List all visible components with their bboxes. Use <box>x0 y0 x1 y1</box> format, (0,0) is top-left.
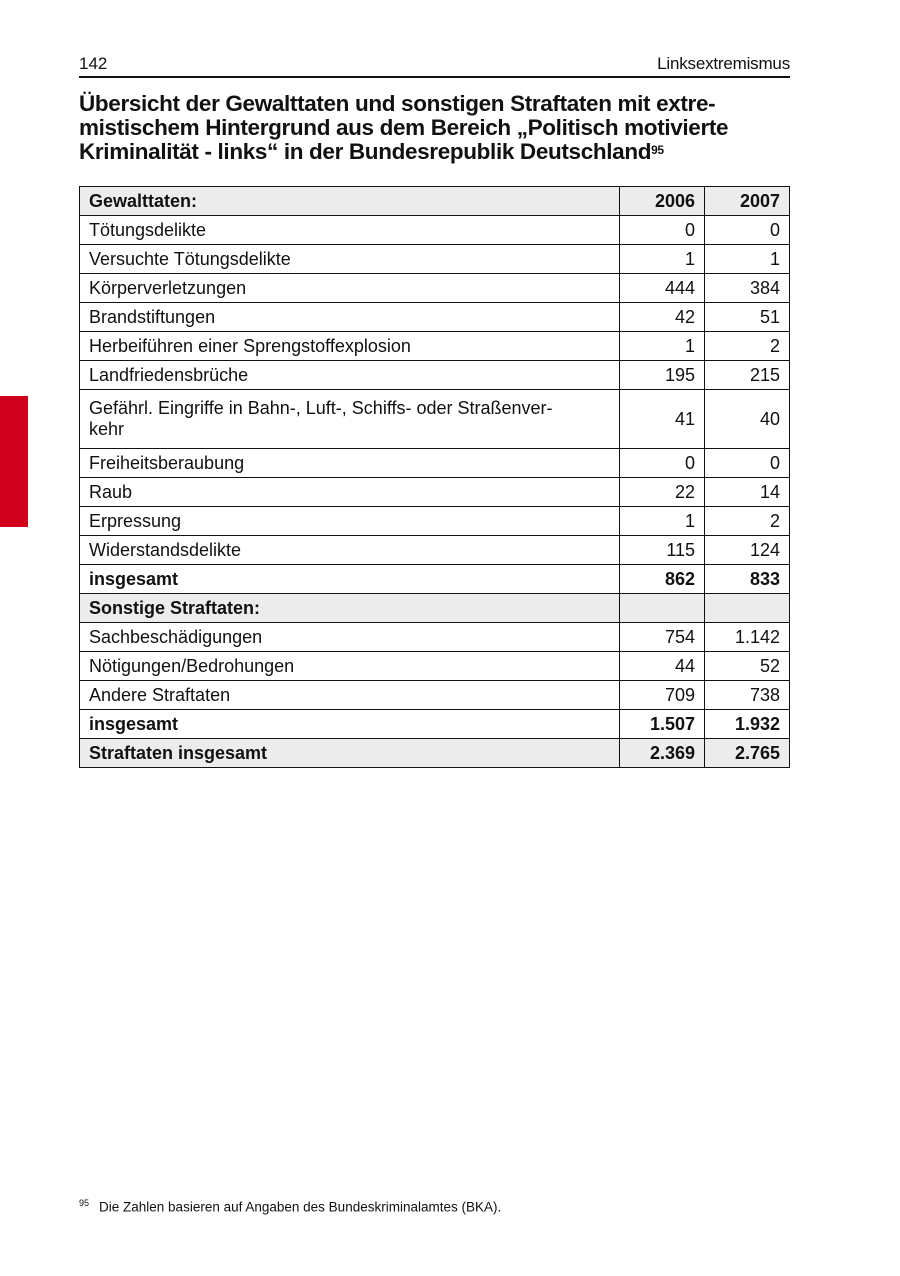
row-label-line: Gefährl. Eingriffe in Bahn-, Luft-, Schi… <box>89 398 553 418</box>
row-label: Sonstige Straftaten: <box>78 593 621 623</box>
table-row: Sachbeschädigungen 754 1.142 <box>78 622 790 652</box>
title-line: Kriminalität - links“ in der Bundesrepub… <box>79 139 652 164</box>
value-2007: 1 <box>704 244 790 274</box>
row-label: Brandstiftungen <box>78 302 621 332</box>
value-2007: 14 <box>704 477 790 507</box>
row-label: Andere Straftaten <box>78 680 621 710</box>
table-row: Herbeiführen einer Sprengstoffexplosion 1… <box>78 331 790 361</box>
value-2007: 2 <box>704 506 790 536</box>
title-line: mistischem Hintergrund aus dem Bereich „… <box>79 115 729 140</box>
value-2007: 51 <box>704 302 790 332</box>
table-row: Körperverletzungen 444 384 <box>78 273 790 303</box>
row-label: Landfriedensbrüche <box>78 360 621 390</box>
value-2007 <box>704 593 790 623</box>
statistics-table: Gewalttaten: 2006 2007 Tötungsdelikte 0 0 V… <box>78 186 790 768</box>
row-label: Raub <box>78 477 621 507</box>
value-2006: 754 <box>619 622 706 652</box>
table-row: Landfriedensbrüche 195 215 <box>78 360 790 390</box>
running-header: 142 Linksextremismus <box>79 52 790 78</box>
value-2006: 1.507 <box>619 709 706 739</box>
row-label: Nötigungen/Bedrohungen <box>78 651 621 681</box>
footnote: 95 Die Zahlen basieren auf Angaben des Bu… <box>79 1198 501 1215</box>
value-2006: 862 <box>619 564 706 594</box>
table-row: insgesamt 862 833 <box>78 564 790 594</box>
row-label: Gefährl. Eingriffe in Bahn-, Luft-, Schi… <box>78 389 621 449</box>
title-line: Übersicht der Gewalttaten und sonstigen … <box>79 91 716 116</box>
table-row: Straftaten insgesamt 2.369 2.765 <box>78 738 790 768</box>
value-2006: 195 <box>619 360 706 390</box>
value-2007: 1.142 <box>704 622 790 652</box>
value-2006 <box>619 593 706 623</box>
value-2006: 0 <box>619 448 706 478</box>
value-2006: 22 <box>619 477 706 507</box>
table-row: Gefährl. Eingriffe in Bahn-, Luft-, Schi… <box>78 389 790 449</box>
column-header: 2007 <box>704 186 790 216</box>
value-2007: 2 <box>704 331 790 361</box>
row-label: Tötungsdelikte <box>78 215 621 245</box>
page-title: Übersicht der Gewalttaten und sonstigen … <box>79 92 799 164</box>
row-label: Körperverletzungen <box>78 273 621 303</box>
value-2007: 2.765 <box>704 738 790 768</box>
value-2007: 124 <box>704 535 790 565</box>
page-number: 142 <box>79 54 108 73</box>
value-2006: 1 <box>619 331 706 361</box>
value-2006: 44 <box>619 651 706 681</box>
row-label-line: kehr <box>89 419 125 439</box>
table-row: Erpressung 1 2 <box>78 506 790 536</box>
table-row: Versuchte Tötungsdelikte 1 1 <box>78 244 790 274</box>
table-row: Brandstiftungen 42 51 <box>78 302 790 332</box>
value-2006: 0 <box>619 215 706 245</box>
row-label: insgesamt <box>78 709 621 739</box>
table-row: Widerstandsdelikte 115 124 <box>78 535 790 565</box>
row-label: Versuchte Tötungsdelikte <box>78 244 621 274</box>
value-2007: 384 <box>704 273 790 303</box>
table-row: Tötungsdelikte 0 0 <box>78 215 790 245</box>
table-row: Raub 22 14 <box>78 477 790 507</box>
table-row: Freiheitsberaubung 0 0 <box>78 448 790 478</box>
column-header: 2006 <box>619 186 706 216</box>
value-2007: 52 <box>704 651 790 681</box>
row-label: insgesamt <box>78 564 621 594</box>
row-label: Straftaten insgesamt <box>78 738 621 768</box>
value-2007: 0 <box>704 215 790 245</box>
value-2006: 1 <box>619 244 706 274</box>
footnote-number: 95 <box>79 1198 90 1208</box>
table-row: Sonstige Straftaten: <box>78 593 790 623</box>
column-header: Gewalttaten: <box>78 186 621 216</box>
row-label: Widerstandsdelikte <box>78 535 621 565</box>
row-label: Sachbeschädigungen <box>78 622 621 652</box>
row-label: Freiheitsberaubung <box>78 448 621 478</box>
value-2006: 2.369 <box>619 738 706 768</box>
table-row: insgesamt 1.507 1.932 <box>78 709 790 739</box>
value-2007: 1.932 <box>704 709 790 739</box>
value-2007: 40 <box>704 389 790 449</box>
value-2007: 833 <box>704 564 790 594</box>
value-2007: 738 <box>704 680 790 710</box>
row-label: Erpressung <box>78 506 621 536</box>
value-2007: 0 <box>704 448 790 478</box>
row-label: Herbeiführen einer Sprengstoffexplosion <box>78 331 621 361</box>
value-2006: 115 <box>619 535 706 565</box>
value-2006: 709 <box>619 680 706 710</box>
value-2006: 444 <box>619 273 706 303</box>
section-title: Linksextremismus <box>657 54 790 73</box>
table-header-row: Gewalttaten: 2006 2007 <box>78 186 790 216</box>
footnote-ref: 95 <box>651 143 664 157</box>
value-2006: 1 <box>619 506 706 536</box>
chapter-tab-marker <box>0 396 28 527</box>
value-2006: 41 <box>619 389 706 449</box>
table-row: Nötigungen/Bedrohungen 44 52 <box>78 651 790 681</box>
value-2006: 42 <box>619 302 706 332</box>
value-2007: 215 <box>704 360 790 390</box>
table-row: Andere Straftaten 709 738 <box>78 680 790 710</box>
footnote-text: Die Zahlen basieren auf Angaben des Bund… <box>99 1199 502 1215</box>
